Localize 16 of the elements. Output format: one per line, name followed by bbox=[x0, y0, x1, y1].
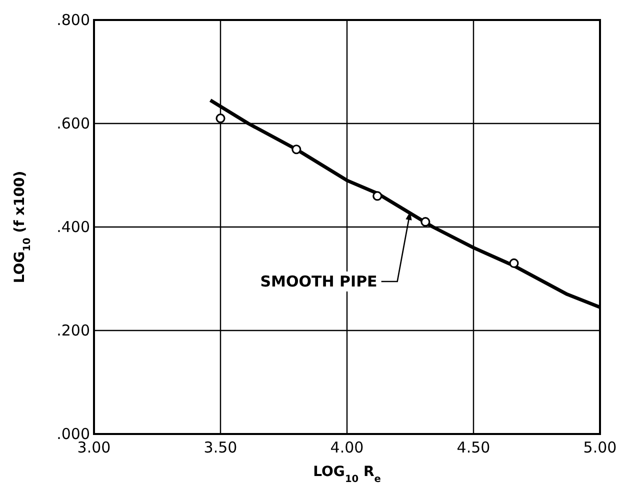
point bbox=[372, 191, 382, 201]
point bbox=[509, 258, 519, 268]
y-tick-label: .400 bbox=[56, 218, 90, 236]
x-tick-label: 4.00 bbox=[330, 438, 364, 457]
x-tick-label: 4.50 bbox=[456, 438, 490, 457]
x-tick-label: 3.00 bbox=[77, 438, 111, 457]
point bbox=[292, 144, 302, 154]
x-axis-title: LOG$_{10}$ R$_{e}$ bbox=[313, 464, 382, 484]
annotation: SMOOTH PIPE bbox=[260, 272, 378, 290]
x-tick-label: 5.00 bbox=[583, 438, 617, 457]
point bbox=[420, 217, 430, 227]
y-tick-label: .200 bbox=[56, 321, 90, 340]
y-tick-label: .600 bbox=[56, 114, 90, 132]
x-tick-label: 3.50 bbox=[204, 438, 238, 457]
point bbox=[216, 114, 226, 124]
y-tick-label: .800 bbox=[56, 10, 90, 29]
